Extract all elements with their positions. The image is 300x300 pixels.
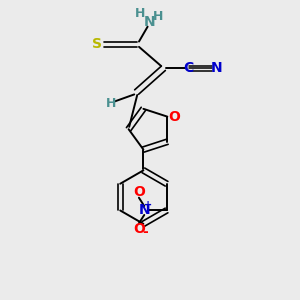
Text: O: O bbox=[133, 222, 145, 236]
Text: N: N bbox=[138, 203, 150, 218]
Text: H: H bbox=[135, 8, 146, 20]
Text: S: S bbox=[92, 38, 102, 52]
Text: O: O bbox=[133, 185, 145, 199]
Text: -: - bbox=[142, 225, 148, 239]
Text: C: C bbox=[184, 61, 194, 75]
Text: N: N bbox=[144, 15, 156, 29]
Text: N: N bbox=[211, 61, 223, 75]
Text: H: H bbox=[106, 98, 116, 110]
Text: O: O bbox=[168, 110, 180, 124]
Text: +: + bbox=[144, 200, 152, 209]
Text: H: H bbox=[153, 10, 164, 23]
